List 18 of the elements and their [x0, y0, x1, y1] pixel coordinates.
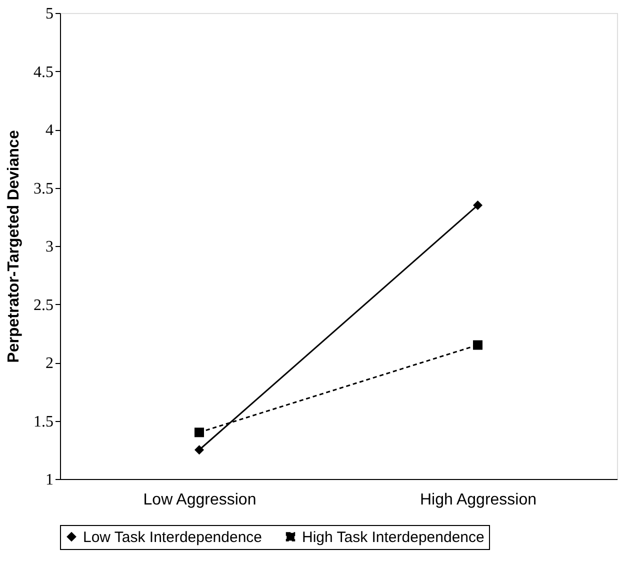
x-tick-label: Low Aggression [143, 492, 256, 508]
y-tick-label: 2.5 [34, 296, 54, 314]
y-tick-label: 5 [46, 6, 54, 22]
y-tick-label: 4.5 [34, 64, 54, 81]
legend-label: High Task Interdependence [302, 528, 484, 546]
point [194, 428, 204, 438]
y-tick-label: 3 [46, 238, 54, 256]
y-tick-label: 1 [46, 472, 54, 488]
legend-label: Low Task Interdependence [83, 528, 262, 546]
y-axis-title: Perpetrator-Targeted Deviance [6, 130, 22, 363]
y-tick-label: 2 [46, 355, 54, 372]
y-tick-label: 4 [46, 122, 54, 139]
y-tick-label: 1.5 [34, 413, 54, 430]
x-tick-label: High Aggression [420, 492, 537, 508]
y-tick-label: 3.5 [34, 180, 54, 198]
point [473, 340, 482, 350]
point [194, 445, 204, 455]
point [473, 200, 482, 210]
